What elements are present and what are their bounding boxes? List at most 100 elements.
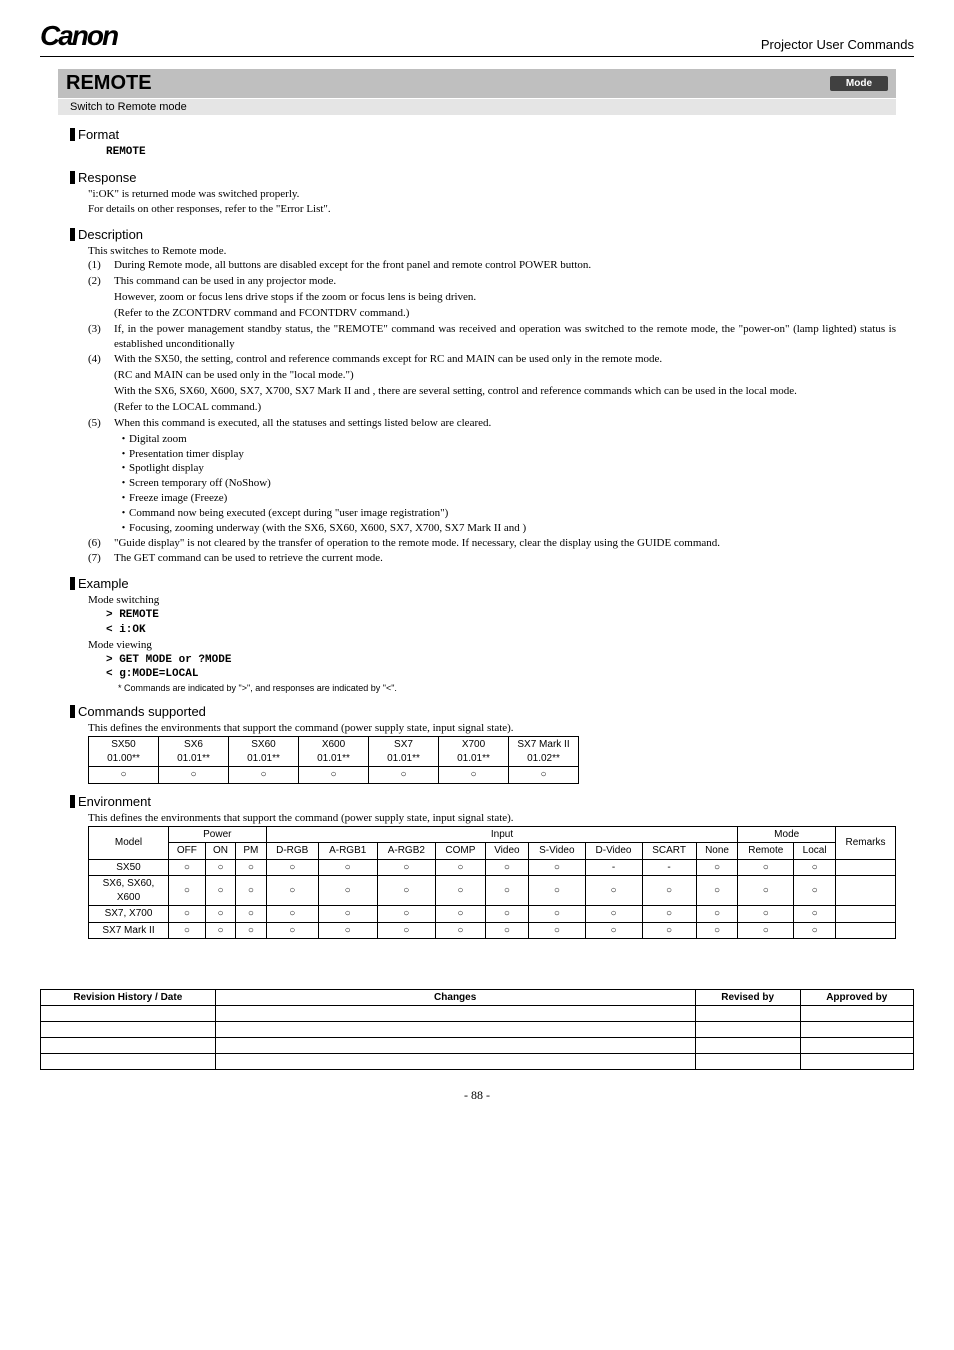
cmd-header-cell: SX601.01** [159, 737, 229, 767]
env-subheader: Local [794, 843, 836, 860]
env-cell: ○ [529, 922, 585, 939]
env-cell: ○ [266, 859, 318, 876]
env-cell: ○ [205, 859, 235, 876]
env-subheader: PM [236, 843, 266, 860]
env-cell: ○ [236, 906, 266, 923]
environment-heading: Environment [70, 794, 896, 809]
env-model-cell: SX7 Mark II [89, 922, 169, 939]
subtitle-bar: Switch to Remote mode [58, 98, 896, 115]
cmd-cell: ○ [439, 767, 509, 784]
env-cell: ○ [696, 922, 738, 939]
example-resp: < i:OK [88, 623, 896, 638]
env-cell: ○ [436, 906, 485, 923]
description-heading: Description [70, 227, 896, 242]
env-cell: ○ [377, 859, 436, 876]
env-cell: ○ [485, 906, 529, 923]
rev-cell [215, 1006, 695, 1022]
env-subheader: ON [205, 843, 235, 860]
env-header: Mode [738, 826, 836, 843]
env-model-cell: SX6, SX60, X600 [89, 876, 169, 906]
example-label: Mode viewing [88, 638, 896, 653]
env-cell: ○ [205, 906, 235, 923]
rev-cell [800, 1006, 914, 1022]
rev-row [41, 1038, 914, 1054]
env-cell: ○ [642, 876, 696, 906]
description-subline: (Refer to the LOCAL command.) [88, 400, 896, 415]
env-subheader: D-RGB [266, 843, 318, 860]
rev-cell [41, 1038, 216, 1054]
description-bullet: ・Freeze image (Freeze) [88, 491, 896, 506]
description-intro: This switches to Remote mode. [88, 244, 896, 259]
env-cell: ○ [236, 859, 266, 876]
env-cell: ○ [585, 876, 642, 906]
cmd-cell: ○ [509, 767, 579, 784]
rev-cell [800, 1038, 914, 1054]
rev-cell [695, 1006, 800, 1022]
response-line: "i:OK" is returned mode was switched pro… [88, 187, 896, 202]
env-header: Input [266, 826, 738, 843]
env-subheader: Video [485, 843, 529, 860]
rev-cell [215, 1022, 695, 1038]
rev-header: Approved by [800, 990, 914, 1006]
env-cell: ○ [377, 876, 436, 906]
rev-cell [695, 1038, 800, 1054]
example-cmd: > REMOTE [88, 608, 896, 623]
response-line: For details on other responses, refer to… [88, 202, 896, 217]
rev-cell [41, 1022, 216, 1038]
rev-cell [215, 1038, 695, 1054]
header-title: Projector User Commands [761, 37, 914, 52]
commands-supported-section: Commands supported This defines the envi… [58, 704, 896, 783]
env-cell: ○ [318, 906, 377, 923]
env-subheader: SCART [642, 843, 696, 860]
env-row: SX50○○○○○○○○○--○○○ [89, 859, 896, 876]
canon-logo: Canon [40, 20, 117, 52]
mode-badge: Mode [830, 76, 888, 91]
env-cell: ○ [377, 906, 436, 923]
env-header: Remarks [836, 826, 896, 859]
env-subheader: COMP [436, 843, 485, 860]
cmd-header-cell: SX701.01** [369, 737, 439, 767]
revision-table: Revision History / DateChangesRevised by… [40, 989, 914, 1070]
description-section: Description This switches to Remote mode… [58, 227, 896, 567]
env-cell: ○ [169, 876, 206, 906]
env-cell: ○ [738, 906, 794, 923]
env-row: SX7 Mark II○○○○○○○○○○○○○○ [89, 922, 896, 939]
description-item: (2)This command can be used in any proje… [88, 274, 896, 289]
rev-cell [41, 1054, 216, 1070]
env-cell: ○ [436, 876, 485, 906]
env-cell [836, 876, 896, 906]
rev-row [41, 1022, 914, 1038]
description-item: (3)If, in the power management standby s… [88, 322, 896, 352]
example-resp: < g:MODE=LOCAL [88, 667, 896, 682]
env-cell: ○ [205, 876, 235, 906]
rev-cell [695, 1054, 800, 1070]
cmd-cell: ○ [369, 767, 439, 784]
env-cell: ○ [318, 876, 377, 906]
description-bullet: ・Spotlight display [88, 461, 896, 476]
description-item: (1)During Remote mode, all buttons are d… [88, 258, 896, 273]
environment-section: Environment This defines the environment… [58, 794, 896, 939]
env-subheader: A-RGB2 [377, 843, 436, 860]
env-cell: - [642, 859, 696, 876]
env-cell: ○ [266, 922, 318, 939]
env-subheader: None [696, 843, 738, 860]
env-cell: ○ [642, 922, 696, 939]
env-cell: ○ [436, 922, 485, 939]
description-item: (6)"Guide display" is not cleared by the… [88, 536, 896, 551]
commands-table: SX5001.00**SX601.01**SX6001.01**X60001.0… [88, 736, 579, 784]
description-subline: However, zoom or focus lens drive stops … [88, 290, 896, 305]
title-bar: REMOTE Mode [58, 69, 896, 98]
env-cell: ○ [169, 859, 206, 876]
description-item: (5)When this command is executed, all th… [88, 416, 896, 431]
env-cell: ○ [436, 859, 485, 876]
env-cell [836, 859, 896, 876]
env-cell: ○ [236, 922, 266, 939]
env-cell: ○ [585, 906, 642, 923]
rev-header: Changes [215, 990, 695, 1006]
rev-row [41, 1054, 914, 1070]
env-cell: ○ [529, 906, 585, 923]
env-cell: ○ [266, 876, 318, 906]
env-cell: - [585, 859, 642, 876]
rev-header: Revised by [695, 990, 800, 1006]
env-cell: ○ [738, 876, 794, 906]
